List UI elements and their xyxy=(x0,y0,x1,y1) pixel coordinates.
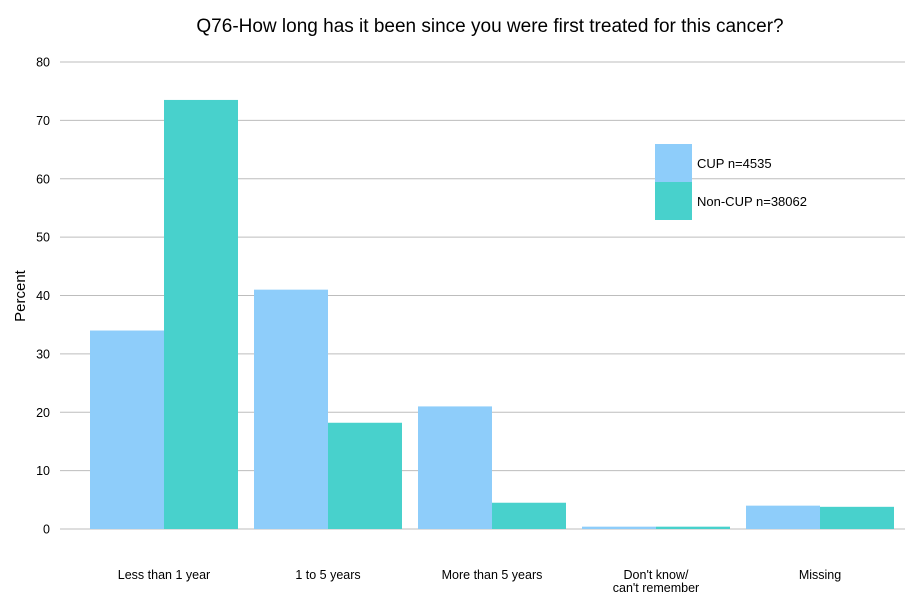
bar xyxy=(328,422,402,529)
bar xyxy=(746,505,820,529)
y-tick-label: 0 xyxy=(43,523,50,537)
y-tick-label: 70 xyxy=(36,114,50,128)
bar xyxy=(820,506,894,529)
y-tick-label: 50 xyxy=(36,231,50,245)
x-tick-label: Less than 1 year xyxy=(118,568,210,582)
y-axis-ticks: 0 10 20 30 40 50 60 70 80 xyxy=(36,56,50,537)
x-tick-label: More than 5 years xyxy=(442,568,543,582)
x-tick-label: 1 to 5 years xyxy=(295,568,360,582)
bar xyxy=(656,526,730,529)
y-tick-label: 60 xyxy=(36,172,50,186)
x-axis-ticks: Less than 1 year 1 to 5 years More than 5 … xyxy=(118,568,841,594)
y-tick-label: 80 xyxy=(36,56,50,70)
y-tick-label: 20 xyxy=(36,406,50,420)
bar xyxy=(492,502,566,529)
bar xyxy=(254,289,328,529)
x-tick-label: Don't know/can't remember xyxy=(613,568,699,594)
legend-swatch xyxy=(655,144,692,182)
legend-label: Non-CUP n=38062 xyxy=(697,194,807,209)
y-tick-label: 40 xyxy=(36,289,50,303)
bars xyxy=(90,99,894,529)
bar xyxy=(418,406,492,529)
x-tick-label: Missing xyxy=(799,568,841,582)
bar xyxy=(90,330,164,529)
chart-title: Q76-How long has it been since you were … xyxy=(196,16,783,37)
legend: CUP n=4535 Non-CUP n=38062 xyxy=(655,144,807,220)
y-tick-label: 30 xyxy=(36,347,50,361)
y-tick-label: 10 xyxy=(36,464,50,478)
bar xyxy=(582,526,656,529)
legend-label: CUP n=4535 xyxy=(697,156,772,171)
legend-swatch xyxy=(655,182,692,220)
bar xyxy=(164,99,238,529)
y-axis-label: Percent xyxy=(12,269,29,322)
